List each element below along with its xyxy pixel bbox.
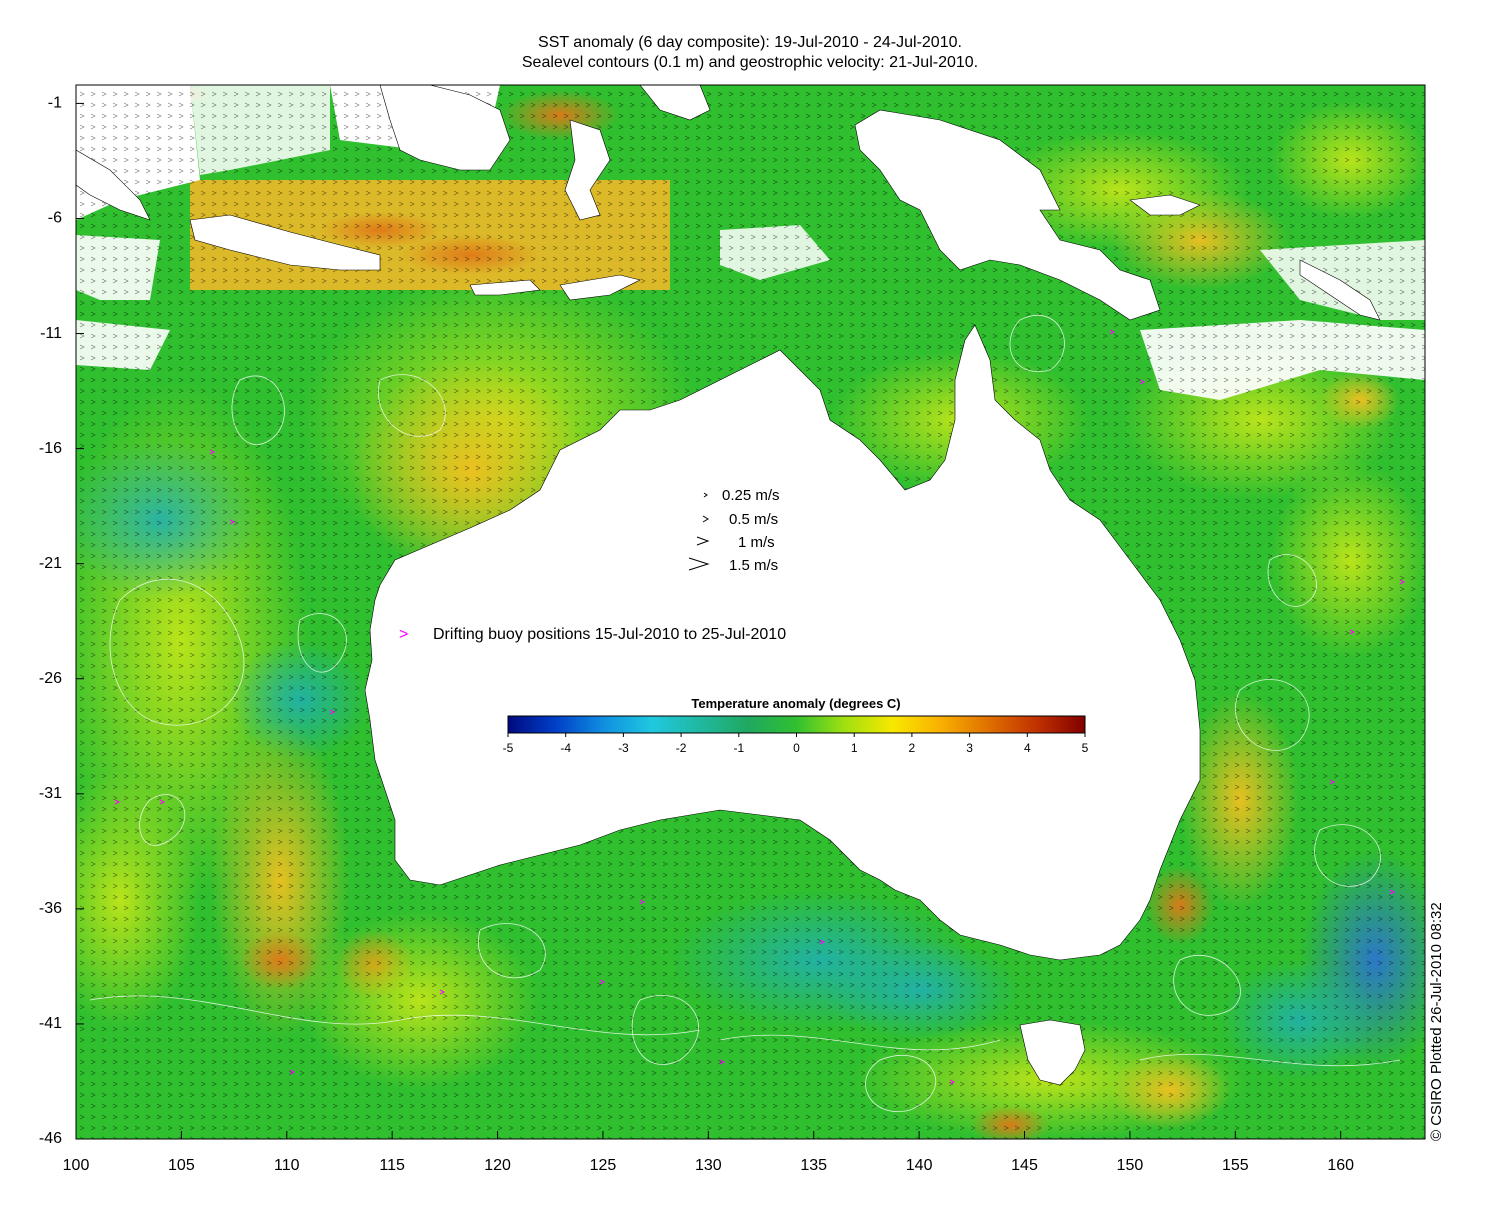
x-tick-label: 115 bbox=[379, 1157, 405, 1174]
y-tick-label: -46 bbox=[39, 1130, 62, 1147]
land-masses bbox=[76, 85, 1381, 1086]
drifting-buoy-markers bbox=[114, 329, 1406, 1085]
buoy-legend-label: Drifting buoy positions 15-Jul-2010 to 2… bbox=[433, 626, 786, 643]
y-axis: -1 -6 -11 -16 -21 -26 -31 -36 -41 -46 bbox=[39, 95, 84, 1147]
x-tick-label: 145 bbox=[1011, 1157, 1038, 1174]
x-tick-label: 110 bbox=[274, 1157, 300, 1174]
y-tick-label: -16 bbox=[39, 440, 62, 457]
y-tick-label: -6 bbox=[48, 210, 62, 227]
sulawesi bbox=[564, 119, 611, 221]
sealevel-contours bbox=[89, 314, 1401, 1112]
y-tick-label: -36 bbox=[39, 900, 62, 917]
x-tick-label: 130 bbox=[695, 1157, 722, 1174]
y-tick-label: -21 bbox=[39, 555, 62, 572]
colorbar-tick-label: 1 bbox=[851, 741, 858, 755]
plot-frame bbox=[75, 84, 1426, 1140]
x-tick-label: 100 bbox=[63, 1157, 90, 1174]
halmahera bbox=[639, 85, 711, 121]
buoy-legend: > Drifting buoy positions 15-Jul-2010 to… bbox=[399, 626, 786, 643]
y-tick-label: -31 bbox=[39, 785, 62, 802]
colorbar-tick-label: 2 bbox=[909, 741, 916, 755]
colorbar-tick-label: -3 bbox=[618, 741, 629, 755]
x-tick-label: 160 bbox=[1327, 1157, 1354, 1174]
timor bbox=[559, 274, 641, 301]
colorbar-tick-label: -2 bbox=[676, 741, 687, 755]
flores bbox=[469, 279, 541, 296]
buoy-legend-symbol: > bbox=[399, 626, 408, 643]
velocity-key-arrow-2 bbox=[696, 536, 710, 546]
x-tick-label: 140 bbox=[906, 1157, 933, 1174]
colorbar-tick-label: 4 bbox=[1024, 741, 1031, 755]
y-tick-label: -1 bbox=[48, 95, 62, 112]
map-title-line2: Sealevel contours (0.1 m) and geostrophi… bbox=[521, 54, 979, 71]
velocity-key-arrow-0 bbox=[703, 492, 708, 498]
y-tick-label: -11 bbox=[40, 325, 62, 342]
new-britain bbox=[1129, 194, 1201, 216]
velocity-key-arrow-3 bbox=[688, 557, 710, 571]
sumatra-edge bbox=[76, 149, 151, 221]
new-guinea bbox=[854, 109, 1161, 321]
x-tick-label: 135 bbox=[800, 1157, 827, 1174]
y-tick-label: -41 bbox=[39, 1015, 62, 1032]
map-title-line1: SST anomaly (6 day composite): 19-Jul-20… bbox=[538, 34, 962, 51]
velocity-key: 0.25 m/s 0.5 m/s 1 m/s 1.5 m/s bbox=[688, 487, 780, 574]
x-tick-label: 105 bbox=[168, 1157, 195, 1174]
x-tick-label: 125 bbox=[590, 1157, 617, 1174]
x-axis: 100 105 110 115 120 125 130 135 140 145 150 155 160 bbox=[63, 1131, 1354, 1174]
credit-line: © CSIRO Plotted 26-Jul-2010 08:32 bbox=[1428, 902, 1445, 1141]
colorbar-ticks: -5 -4 -3 -2 -1 0 1 2 3 4 5 bbox=[503, 733, 1089, 755]
colorbar-title: Temperature anomaly (degrees C) bbox=[691, 696, 900, 711]
x-tick-label: 155 bbox=[1222, 1157, 1249, 1174]
tasmania bbox=[1019, 1019, 1086, 1086]
velocity-key-label: 1 m/s bbox=[738, 534, 775, 551]
solomon-islands bbox=[1299, 259, 1381, 321]
colorbar-tick-label: 5 bbox=[1082, 741, 1089, 755]
velocity-key-label: 1.5 m/s bbox=[729, 557, 778, 574]
velocity-key-arrow-1 bbox=[702, 515, 709, 523]
y-tick-label: -26 bbox=[39, 670, 62, 687]
colorbar-tick-label: -4 bbox=[560, 741, 571, 755]
x-tick-label: 150 bbox=[1117, 1157, 1144, 1174]
borneo bbox=[379, 85, 511, 171]
colorbar-scale bbox=[507, 715, 1086, 734]
colorbar-tick-label: 0 bbox=[793, 741, 800, 755]
australia-mainland bbox=[364, 324, 1201, 961]
velocity-key-label: 0.5 m/s bbox=[729, 511, 778, 528]
colorbar: Temperature anomaly (degrees C) -5 -4 -3 -2… bbox=[503, 696, 1089, 755]
colorbar-tick-label: 3 bbox=[966, 741, 973, 755]
colorbar-tick-label: -5 bbox=[503, 741, 514, 755]
java bbox=[189, 214, 381, 271]
velocity-key-label: 0.25 m/s bbox=[722, 487, 780, 504]
x-tick-label: 120 bbox=[484, 1157, 511, 1174]
colorbar-tick-label: -1 bbox=[733, 741, 744, 755]
